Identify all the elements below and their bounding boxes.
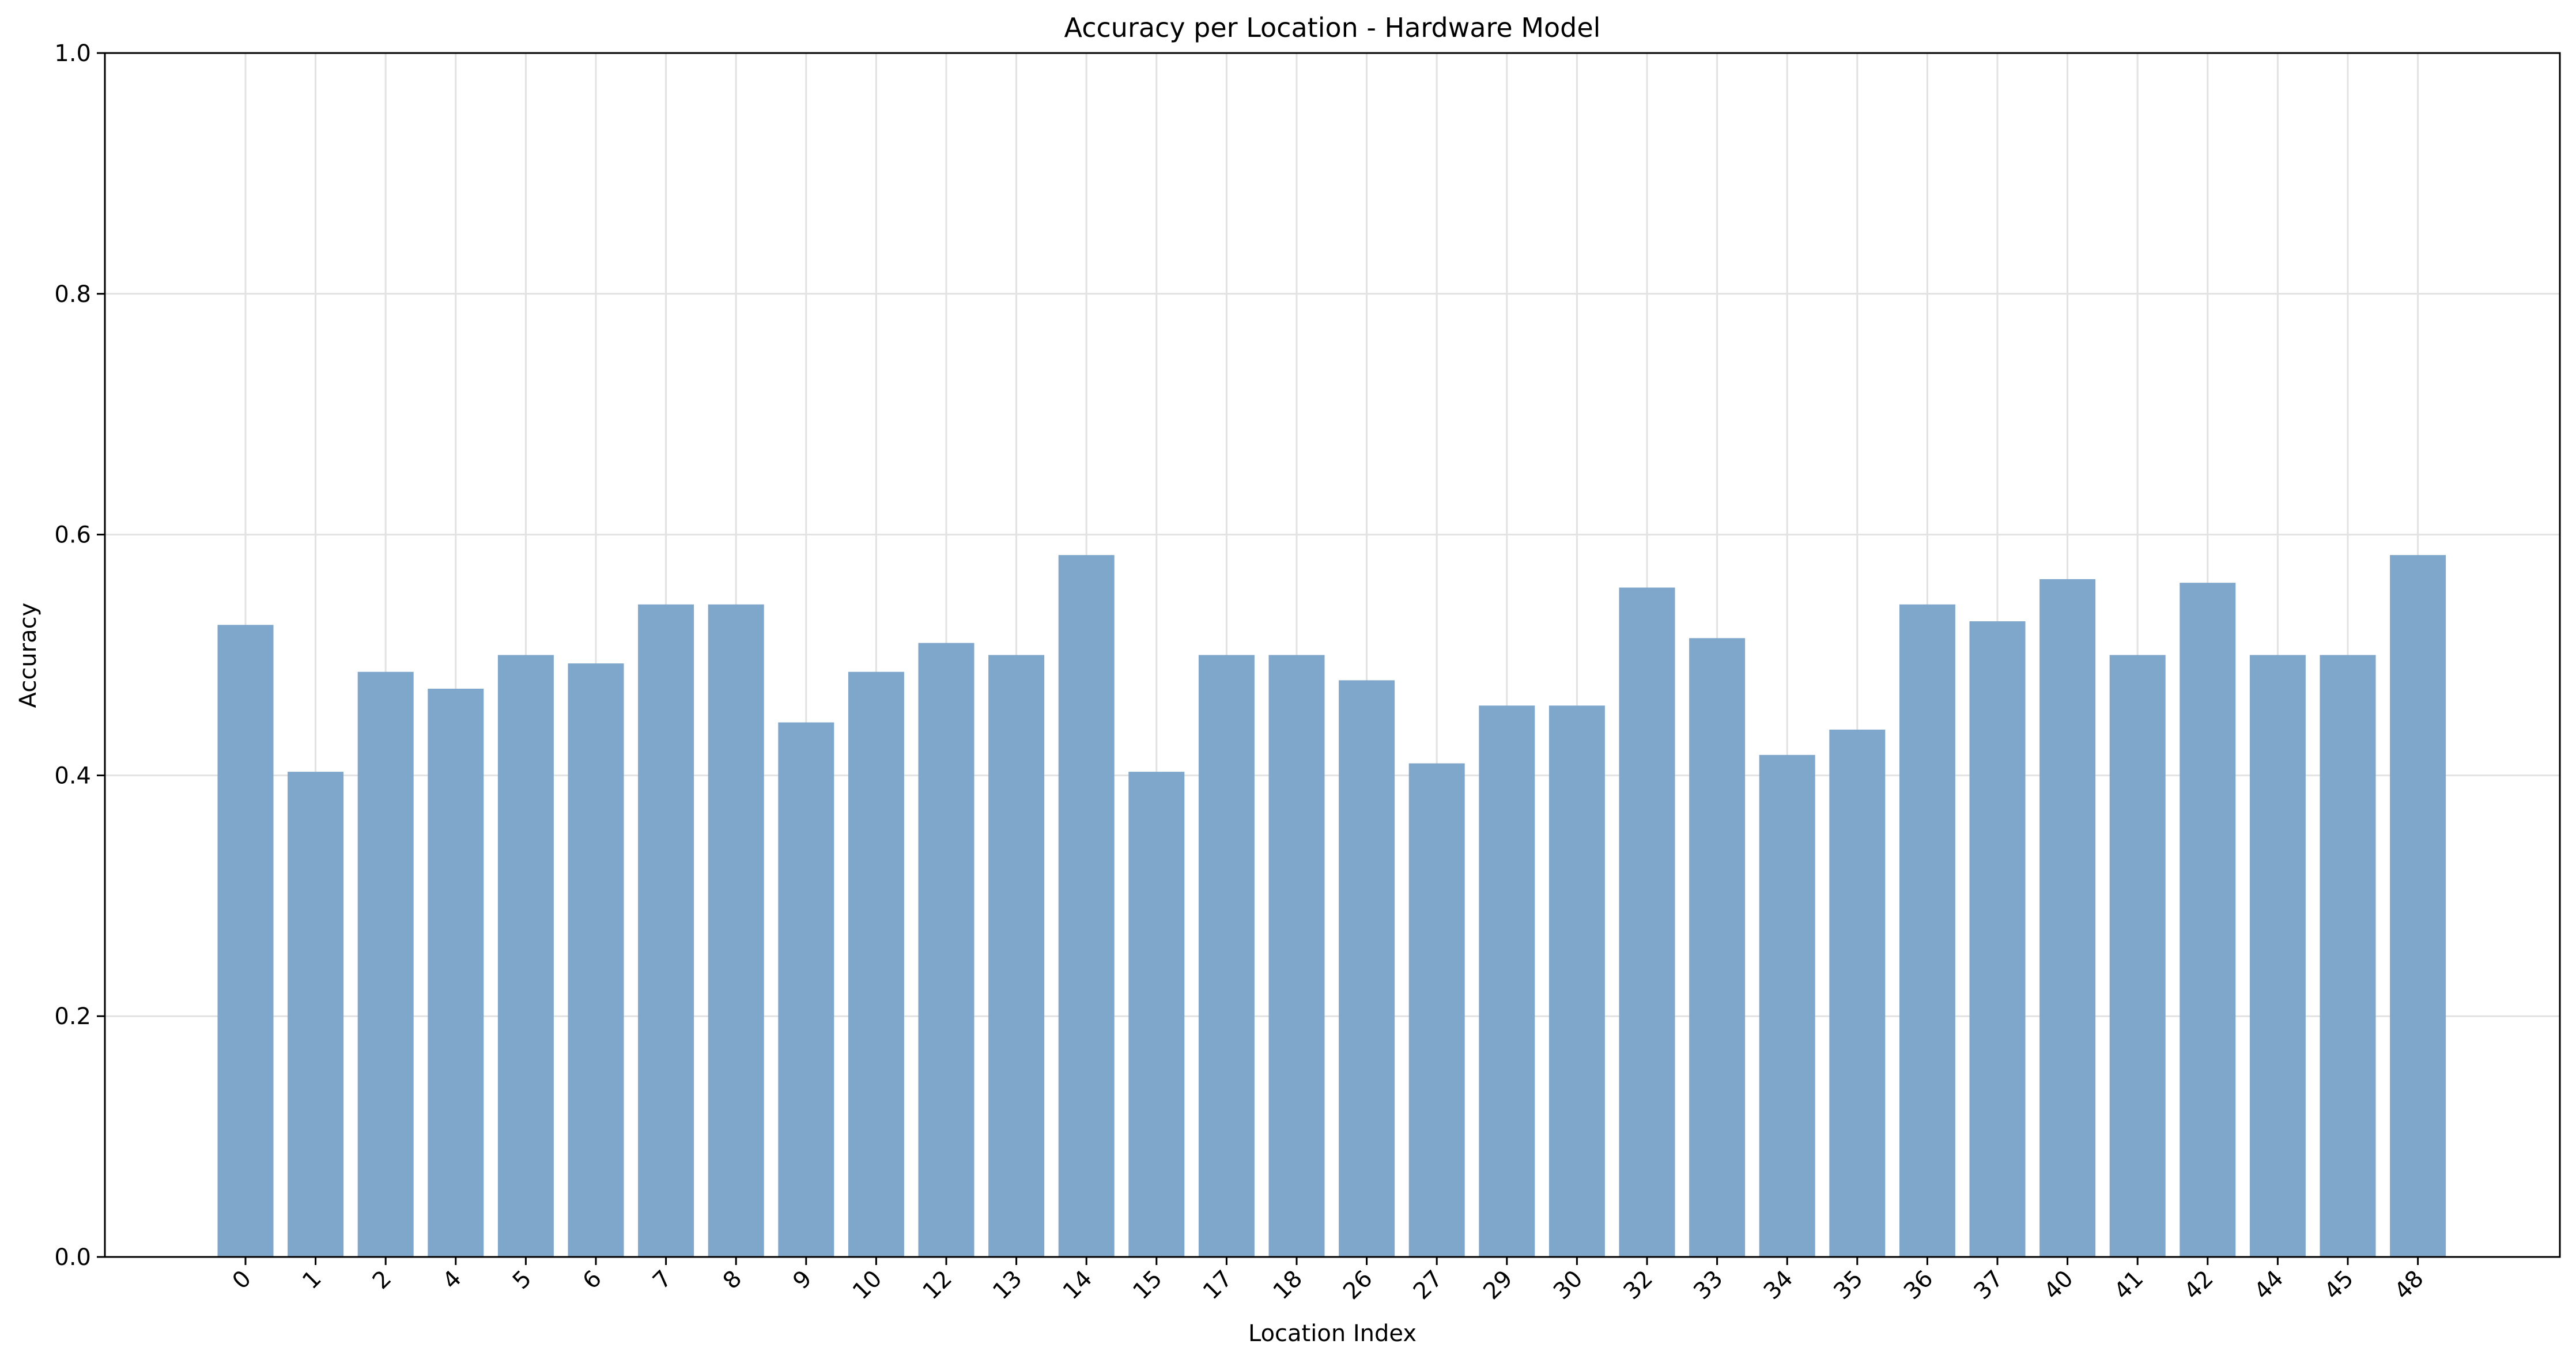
x-tick-label: 33 [1689,1266,1728,1305]
bar-location-35 [1829,730,1886,1257]
x-tick-label: 2 [368,1266,397,1295]
x-tick-label: 1 [297,1266,327,1295]
bar-location-4 [428,688,484,1257]
x-tick-label: 34 [1759,1266,1799,1305]
x-tick-label: 10 [848,1266,887,1305]
bar-location-0 [217,625,274,1257]
x-tick-label: 44 [2249,1266,2289,1305]
x-tick-label: 17 [1198,1266,1238,1305]
bar-location-9 [778,722,834,1257]
chart-title: Accuracy per Location - Hardware Model [1064,12,1601,43]
y-tick-label: 0.6 [54,522,91,549]
bar-location-37 [1969,621,2026,1257]
x-tick-label: 32 [1619,1266,1659,1305]
bar-location-2 [357,671,414,1257]
y-tick-label: 0.8 [54,281,91,308]
x-tick-label: 7 [648,1266,677,1295]
y-tick-label: 0.0 [54,1244,91,1271]
y-tick-label: 0.4 [54,762,91,789]
x-tick-label: 4 [437,1266,467,1295]
x-axis-label: Location Index [1248,1320,1417,1347]
y-axis-ticks: 0.0 0.2 0.4 0.6 0.8 1.0 [54,40,105,1271]
bar-location-10 [848,671,904,1257]
bar-location-26 [1339,680,1395,1257]
x-tick-label: 15 [1128,1266,1168,1305]
y-tick-label: 1.0 [54,40,91,67]
x-tick-label: 35 [1829,1266,1868,1305]
x-tick-label: 41 [2109,1266,2149,1305]
bar-location-33 [1689,638,1746,1257]
x-tick-label: 40 [2039,1266,2079,1305]
x-tick-label: 36 [1899,1266,1939,1305]
bar-location-8 [708,604,764,1257]
bar-location-6 [568,663,624,1257]
bar-location-14 [1058,555,1115,1257]
y-tick-label: 0.2 [54,1003,91,1030]
x-tick-label: 30 [1548,1266,1588,1305]
bar-location-1 [288,772,344,1257]
x-tick-label: 48 [2389,1266,2429,1305]
x-tick-label: 37 [1969,1266,2009,1305]
x-tick-label: 42 [2179,1266,2219,1305]
bar-location-42 [2180,583,2236,1258]
bar-location-17 [1198,655,1255,1257]
bar-location-27 [1408,763,1465,1257]
x-tick-label: 29 [1478,1266,1518,1305]
bar-location-30 [1548,705,1605,1257]
bar-location-48 [2390,555,2446,1257]
plot-frame [104,52,2561,1258]
x-tick-label: 9 [788,1266,817,1295]
x-tick-label: 8 [718,1266,747,1295]
x-tick-label: 18 [1268,1266,1308,1305]
bar-location-5 [497,655,554,1257]
bar-location-45 [2320,655,2376,1257]
x-tick-label: 6 [578,1266,607,1295]
bar-location-32 [1619,587,1675,1257]
bar-location-15 [1128,772,1185,1257]
x-tick-label: 26 [1338,1266,1378,1305]
x-tick-label: 12 [918,1266,958,1305]
bar-location-12 [918,643,975,1257]
bar-location-41 [2109,655,2166,1257]
bar-location-18 [1268,655,1325,1257]
x-tick-label: 0 [228,1266,257,1295]
bar-location-29 [1479,705,1535,1257]
x-tick-label: 5 [508,1266,537,1295]
bar-location-44 [2249,655,2306,1257]
x-tick-label: 13 [988,1266,1028,1305]
bar-location-13 [988,655,1045,1257]
x-tick-label: 45 [2320,1266,2359,1305]
bars [217,555,2446,1258]
y-axis-label: Accuracy [15,603,41,708]
bar-location-40 [2039,579,2096,1257]
bar-location-36 [1899,604,1955,1257]
bar-location-34 [1759,754,1815,1257]
x-axis-ticks: 0 1 2 4 5 6 7 8 9 10 12 13 14 15 17 18 26 27 29 30 32 33 34 35 3… [228,1257,2429,1305]
x-tick-label: 14 [1058,1266,1098,1305]
bar-location-7 [638,604,694,1257]
x-tick-label: 27 [1408,1266,1448,1305]
